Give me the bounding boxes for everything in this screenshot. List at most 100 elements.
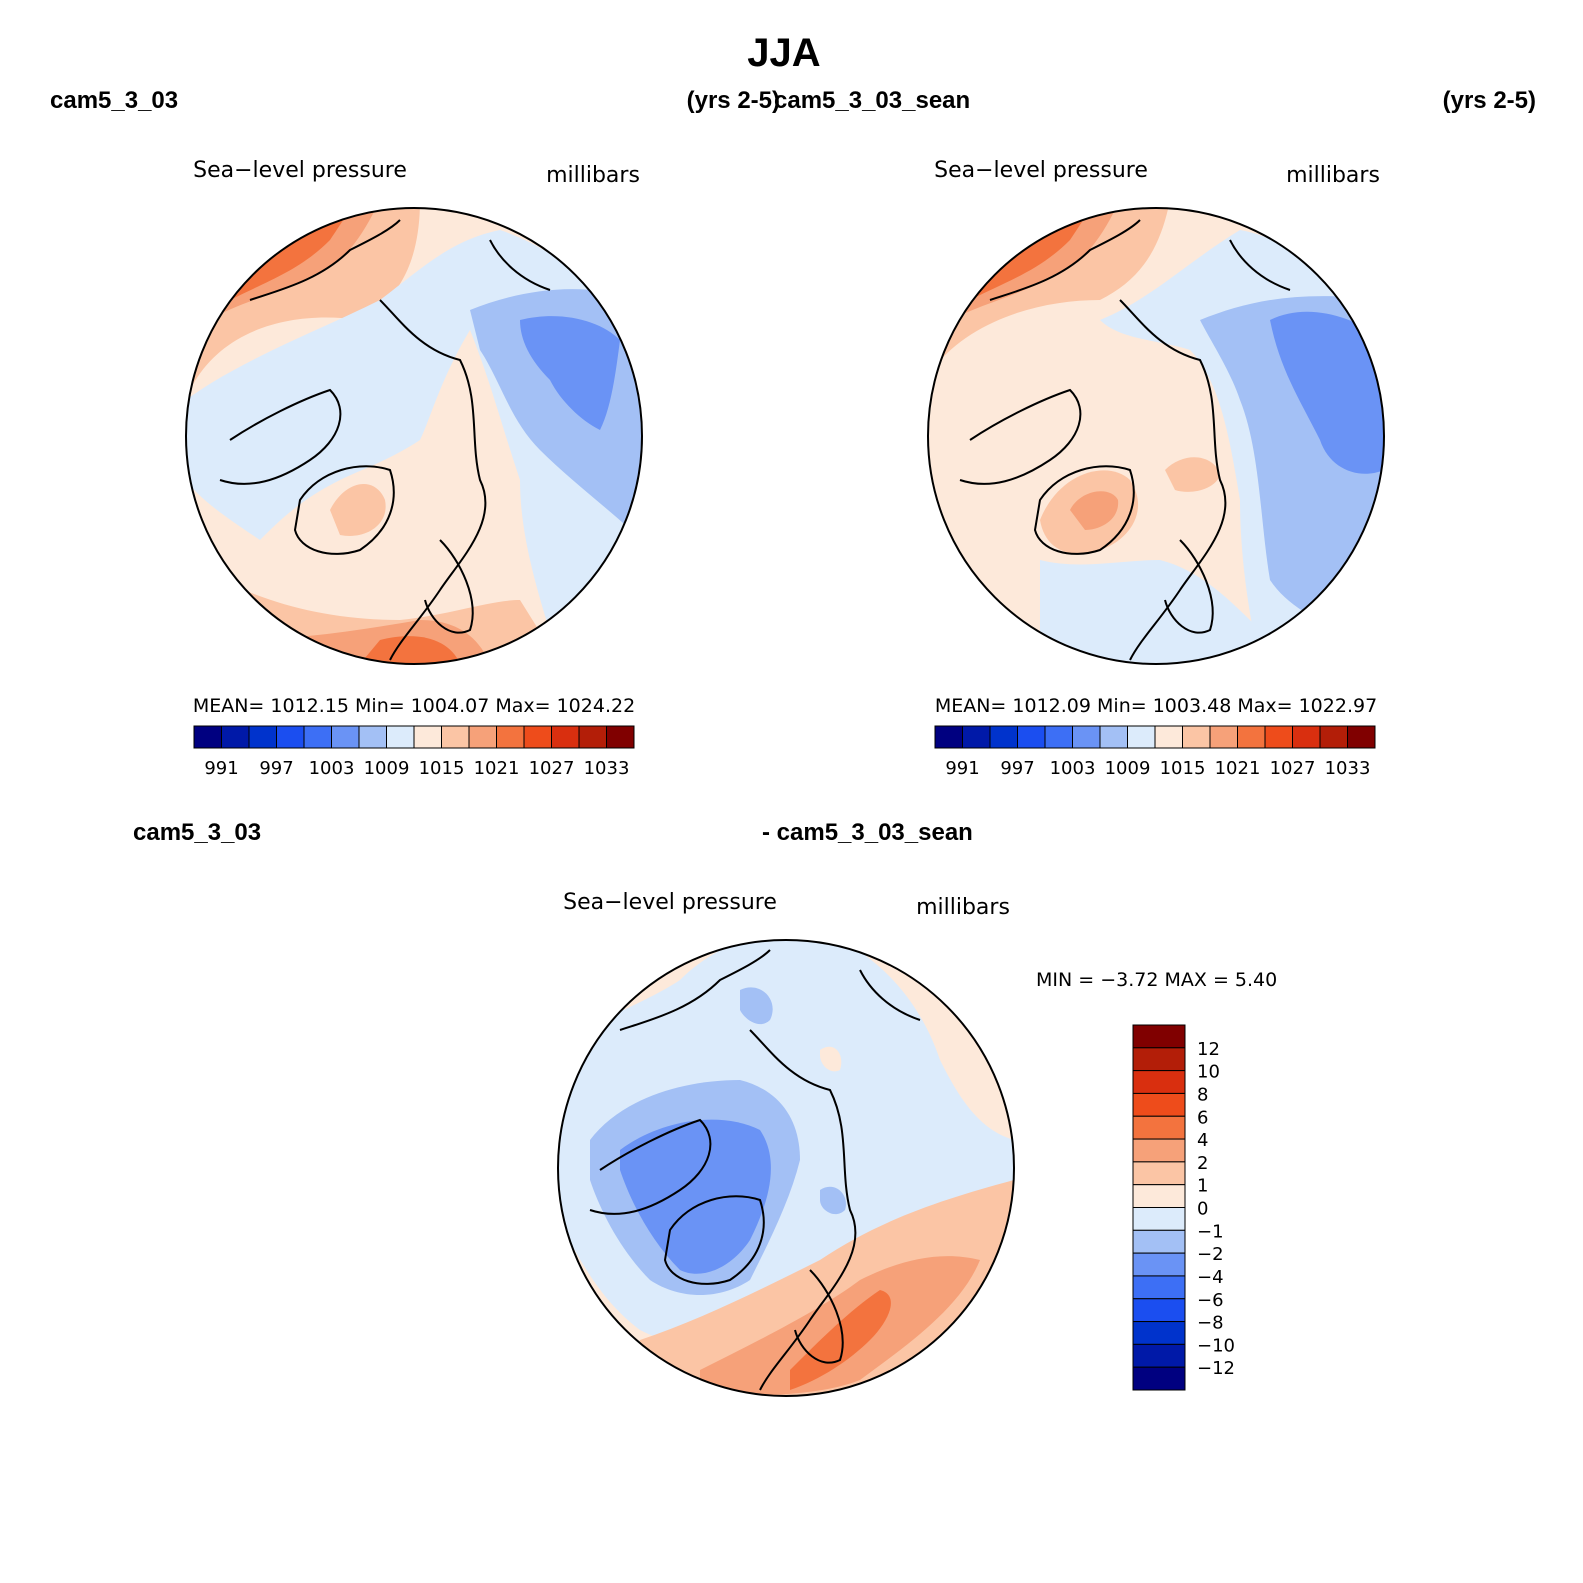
diff-colorbar-tick-label: 6 xyxy=(1197,1107,1208,1128)
panel-a-colorbar-swatch xyxy=(303,725,332,749)
panel-b-colorbar-tick-label: 1009 xyxy=(1105,758,1151,779)
panel-a-colorbar-swatch xyxy=(358,725,387,749)
panel-a-colorbar-swatch xyxy=(248,725,277,749)
diff-colorbar-swatch xyxy=(1132,1343,1186,1368)
diff-colorbar-swatch xyxy=(1132,1115,1186,1140)
panel-b-case-label: cam5_3_03_sean xyxy=(774,87,970,114)
panel-b-colorbar-swatch xyxy=(1127,725,1156,749)
panel-b-colorbar-tick-label: 1003 xyxy=(1050,758,1096,779)
diff-colorbar-swatch xyxy=(1132,1070,1186,1094)
panel-b-colorbar-tick-label: 1015 xyxy=(1160,758,1206,779)
diff-case-b-label: - cam5_3_03_sean xyxy=(762,819,973,846)
panel-a-colorbar-swatch xyxy=(386,725,415,749)
panel-b-colorbar-swatch xyxy=(1017,725,1046,749)
panel-b-colorbar: 991 997 1003 1009 1015 1021 1027 1033 xyxy=(934,725,1376,779)
panel-b-years-label: (yrs 2-5) xyxy=(1443,87,1536,114)
panel-a-colorbar-swatch xyxy=(441,725,470,749)
diff-colorbar-tick-label: −4 xyxy=(1197,1267,1224,1288)
panel-b-colorbar-tick-label: 1021 xyxy=(1215,758,1261,779)
panel-a-colorbar-swatch xyxy=(496,725,525,749)
diff-colorbar-tick-label: 0 xyxy=(1197,1199,1208,1220)
panel-a: Sea−level pressure millibars xyxy=(185,158,643,779)
panel-b: Sea−level pressure millibars xyxy=(927,158,1385,779)
panel-a-map-border xyxy=(185,207,643,665)
panel-b-colorbar-swatch xyxy=(1182,725,1211,749)
diff-colorbar-swatch xyxy=(1132,1298,1186,1323)
panel-a-colorbar-tick-label: 1021 xyxy=(474,758,520,779)
diff-colorbar-swatch xyxy=(1132,1366,1186,1391)
panel-a-colorbar-swatch xyxy=(413,725,442,749)
diff-colorbar-tick-label: −1 xyxy=(1197,1221,1224,1242)
panel-b-colorbar-swatch xyxy=(962,725,991,749)
diff-colorbar-tick-label: 1 xyxy=(1197,1176,1208,1197)
diff-colorbar-swatch xyxy=(1132,1138,1186,1163)
panel-a-colorbar-swatch xyxy=(551,725,580,749)
diff-stats: MIN = −3.72 MAX = 5.40 xyxy=(1036,969,1277,991)
panel-a-colorbar-tick-label: 991 xyxy=(204,758,238,779)
diff-colorbar-tick-label: −12 xyxy=(1197,1358,1235,1379)
panel-a-colorbar-tick-label: 1033 xyxy=(584,758,630,779)
diff-map xyxy=(558,940,1014,1396)
panel-b-colorbar-swatch xyxy=(1072,725,1101,749)
panel-a-years-label: (yrs 2-5) xyxy=(687,87,780,114)
panel-a-stats: MEAN= 1012.15 Min= 1004.07 Max= 1024.22 xyxy=(193,695,635,717)
diff-colorbar-tick-label: 10 xyxy=(1197,1062,1220,1083)
panel-a-colorbar-swatch xyxy=(331,725,360,749)
diff-panel: cam5_3_03 - cam5_3_03_sean Sea−level pre… xyxy=(133,819,1277,1397)
diff-colorbar-swatch xyxy=(1132,1252,1186,1277)
diff-case-a-label: cam5_3_03 xyxy=(133,819,261,846)
panel-a-colorbar-swatch xyxy=(221,725,250,749)
panel-a-colorbar-tick-label: 1027 xyxy=(529,758,575,779)
panel-b-colorbar-swatch xyxy=(1347,725,1376,749)
diff-variable: Sea−level pressure xyxy=(563,890,777,915)
diff-colorbar-swatch xyxy=(1132,1207,1186,1231)
panel-b-colorbar-tick-label: 1027 xyxy=(1270,758,1316,779)
panel-a-colorbar: 991 997 1003 1009 1015 1021 1027 1033 xyxy=(193,725,635,779)
panel-a-colorbar-swatch xyxy=(523,725,552,749)
panel-a-colorbar-tick-label: 1009 xyxy=(364,758,410,779)
diff-colorbar-swatch xyxy=(1132,1184,1186,1208)
diff-colorbar-swatch xyxy=(1132,1024,1186,1049)
panel-a-colorbar-tick-label: 997 xyxy=(259,758,293,779)
diff-colorbar-tick-label: −2 xyxy=(1197,1244,1224,1265)
panel-a-colorbar-swatch xyxy=(578,725,607,749)
panel-b-colorbar-swatch xyxy=(1237,725,1266,749)
diff-colorbar-tick-label: 12 xyxy=(1197,1039,1220,1060)
panel-b-colorbar-tick-label: 1033 xyxy=(1325,758,1371,779)
panel-b-colorbar-swatch xyxy=(1209,725,1238,749)
diff-colorbar-swatch xyxy=(1132,1047,1186,1072)
panel-a-colorbar-swatch xyxy=(193,725,222,749)
panel-b-colorbar-swatch xyxy=(934,725,963,749)
panel-b-map-border xyxy=(927,207,1385,665)
diff-colorbar-tick-label: −6 xyxy=(1197,1290,1224,1311)
panel-b-stats: MEAN= 1012.09 Min= 1003.48 Max= 1022.97 xyxy=(935,695,1377,717)
panel-a-colorbar-swatch xyxy=(606,725,635,749)
diff-colorbar-tick-label: −8 xyxy=(1197,1313,1224,1334)
panel-b-colorbar-tick-label: 991 xyxy=(945,758,979,779)
panel-a-variable: Sea−level pressure xyxy=(193,158,407,183)
diff-colorbar-tick-label: 4 xyxy=(1197,1130,1208,1151)
diff-colorbar-swatch xyxy=(1132,1229,1186,1254)
panel-b-variable: Sea−level pressure xyxy=(934,158,1148,183)
figure-title: JJA xyxy=(747,31,820,75)
panel-a-units: millibars xyxy=(546,163,640,188)
panel-b-colorbar-swatch xyxy=(1044,725,1073,749)
diff-colorbar-swatch xyxy=(1132,1275,1186,1300)
panel-a-map xyxy=(186,208,642,664)
panel-b-colorbar-swatch xyxy=(1154,725,1183,749)
panel-b-colorbar-swatch xyxy=(1292,725,1321,749)
panel-a-colorbar-swatch xyxy=(276,725,305,749)
panel-a-colorbar-tick-label: 1003 xyxy=(309,758,355,779)
diff-colorbar-swatch xyxy=(1132,1321,1186,1345)
panel-b-colorbar-swatch xyxy=(989,725,1018,749)
panel-b-colorbar-swatch xyxy=(1099,725,1128,749)
diff-colorbar-tick-label: 2 xyxy=(1197,1153,1208,1174)
panel-b-colorbar-swatch xyxy=(1319,725,1348,749)
panel-a-colorbar-tick-label: 1015 xyxy=(419,758,465,779)
diff-colorbar-tick-label: 8 xyxy=(1197,1084,1208,1105)
diff-colorbar-swatch xyxy=(1132,1092,1186,1117)
diff-colorbar-swatch xyxy=(1132,1161,1186,1186)
panel-b-units: millibars xyxy=(1286,163,1380,188)
